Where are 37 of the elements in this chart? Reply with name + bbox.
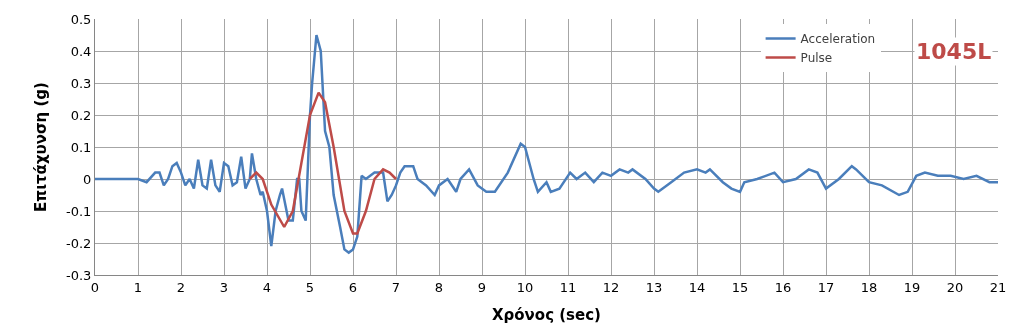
legend-label: Pulse [800, 51, 833, 66]
x-tick-label: 7 [391, 279, 401, 295]
x-tick-label: 14 [688, 279, 706, 295]
x-axis-title: Χρόνος (sec) [492, 305, 601, 324]
line-series [95, 33, 998, 254]
annotation: 1045L [916, 39, 992, 64]
y-axis-title: Επιτάχυνση (g) [32, 82, 51, 212]
x-tick-label: 17 [817, 279, 835, 295]
x-tick-label: 10 [516, 279, 534, 295]
x-tick-label: 21 [989, 279, 1007, 295]
x-tick-label: 20 [946, 279, 964, 295]
y-tick-label: -0.3 [66, 267, 92, 283]
y-tick-label: 0.2 [70, 107, 92, 123]
x-tick-label: 2 [176, 279, 186, 295]
y-tick-label: 0 [83, 171, 92, 187]
x-tick-label: 3 [219, 279, 229, 295]
y-tick-label: 0.3 [70, 75, 92, 91]
x-tick-label: 1 [133, 279, 143, 295]
y-tick-label: -0.1 [66, 203, 92, 219]
x-tick-label: 5 [305, 279, 315, 295]
x-tick-label: 4 [262, 279, 272, 295]
x-tick-label: 6 [348, 279, 358, 295]
x-tick-label: 8 [434, 279, 444, 295]
x-tick-label: 15 [731, 279, 749, 295]
y-tick-label: 0.4 [70, 43, 92, 59]
x-tick-label: 16 [774, 279, 792, 295]
x-tick-label: 9 [477, 279, 487, 295]
y-tick-label: 0.1 [70, 139, 92, 155]
x-tick-label: 12 [602, 279, 620, 295]
y-tick-label: 0.5 [70, 11, 92, 27]
x-tick-label: 11 [559, 279, 577, 295]
x-tick-label: 13 [645, 279, 663, 295]
line-series [248, 91, 398, 235]
x-tick-label: 19 [903, 279, 921, 295]
y-tick-label: -0.2 [66, 235, 92, 251]
x-tick-label: 18 [860, 279, 878, 295]
legend-label: Acceleration [800, 32, 876, 47]
